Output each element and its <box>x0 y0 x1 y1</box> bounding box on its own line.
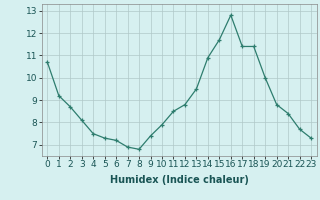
X-axis label: Humidex (Indice chaleur): Humidex (Indice chaleur) <box>110 175 249 185</box>
